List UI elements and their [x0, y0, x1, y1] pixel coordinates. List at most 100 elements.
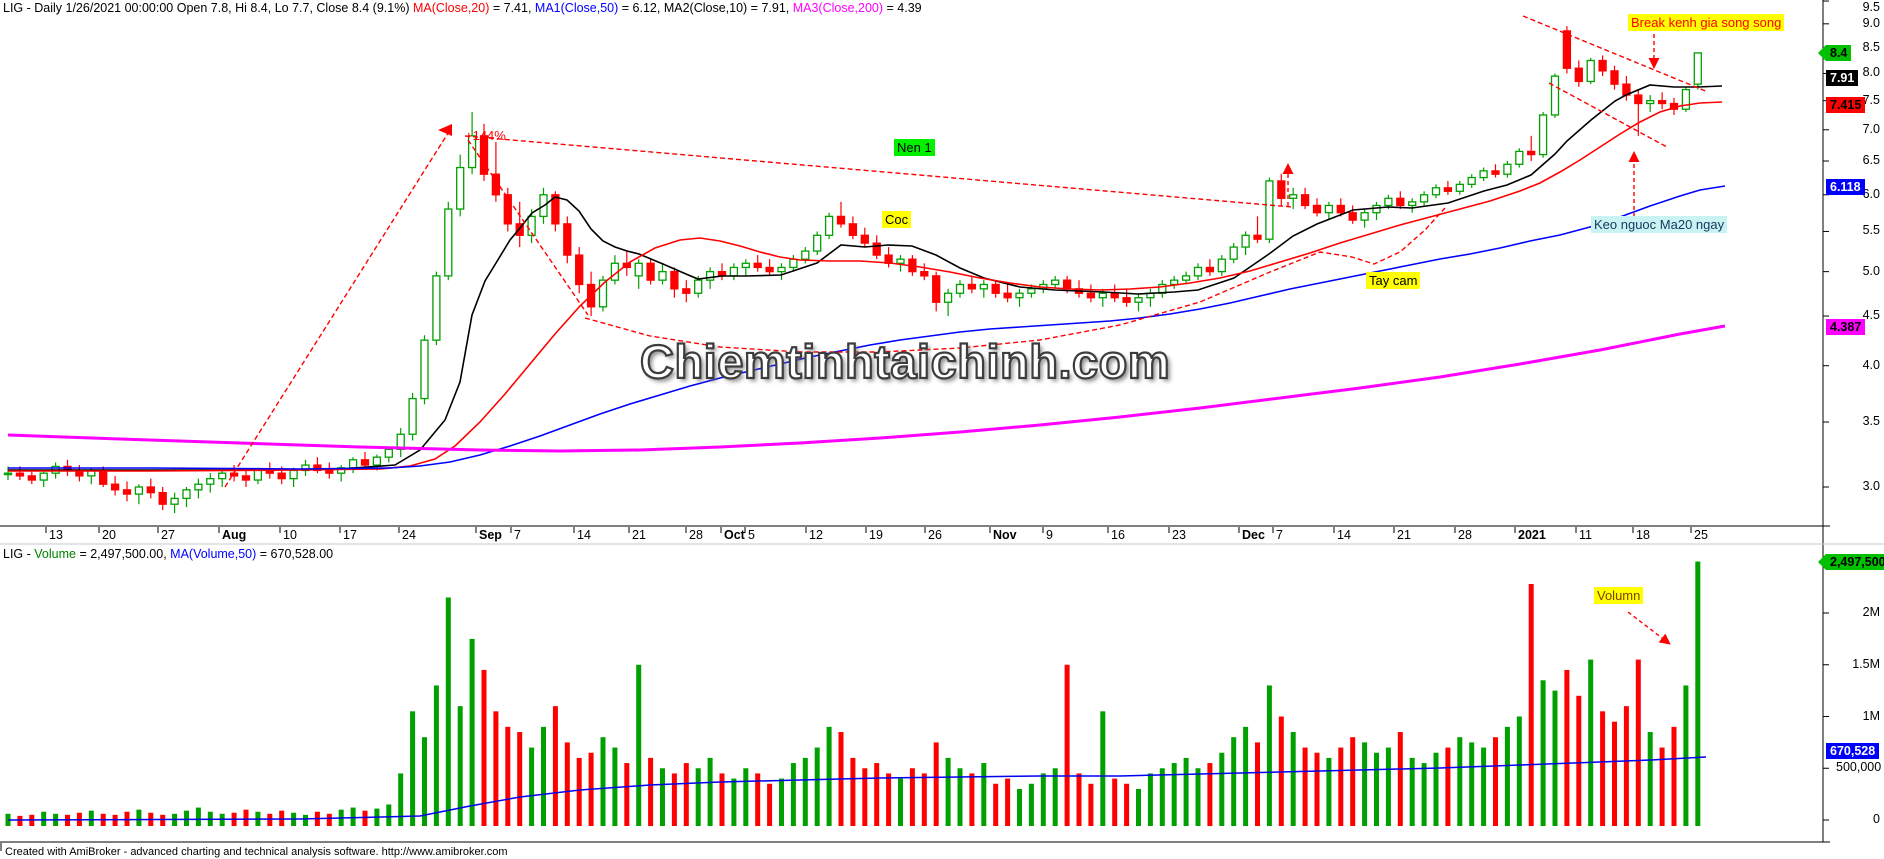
volume-axis-label-0: 0: [1873, 812, 1880, 826]
annotation-label-keonguoc[interactable]: Keo nguoc Ma20 ngay: [1591, 216, 1728, 233]
candle-up: [896, 258, 905, 264]
trendline-2[interactable]: [464, 135, 1293, 208]
cup-and-handle-curve[interactable]: [584, 207, 1446, 353]
volume-bar: [1338, 747, 1344, 826]
volume-bar: [695, 768, 701, 826]
volume-bar: [1219, 752, 1225, 826]
annotation-label-nen1[interactable]: Nen 1: [894, 139, 935, 156]
candle-up: [634, 262, 643, 277]
candle-up: [741, 262, 750, 269]
volume-bar: [505, 726, 511, 826]
price-axis-label-3.0: 3.0: [1862, 479, 1880, 493]
candle-up: [1324, 204, 1334, 214]
volume-bar: [648, 757, 654, 826]
volume-bar: [933, 742, 939, 826]
trendline-4[interactable]: [1548, 82, 1668, 148]
volume-bar: [1243, 726, 1249, 826]
candle-down: [1312, 204, 1322, 214]
annotation-label-coc[interactable]: Coc: [882, 211, 912, 228]
candle-up: [408, 397, 417, 435]
volume-bar: [790, 763, 796, 826]
ma-line-MA1(Close,50): [8, 185, 1726, 470]
candle-up: [1550, 75, 1560, 116]
date-axis-label-19: 19: [869, 528, 883, 542]
date-axis-label-25: 25: [1694, 528, 1708, 542]
candle-down: [682, 288, 691, 294]
ma-line-MA(Close,20): [8, 101, 1723, 472]
date-axis-label-21: 21: [632, 528, 646, 542]
date-axis-label-21: 21: [1397, 528, 1411, 542]
price-axis-label-7.0: 7.0: [1862, 121, 1880, 136]
volume-bar: [898, 778, 903, 826]
volume-bar: [1314, 752, 1320, 826]
candle-up: [1217, 258, 1226, 273]
price-axis-label-9.0: 9.0: [1862, 15, 1880, 30]
volume-bar: [350, 807, 356, 826]
price-title-segment-0: LIG - Daily 1/26/2021 00:00:00 Open 7.8,…: [3, 1, 413, 15]
trendline-1[interactable]: [467, 139, 589, 316]
price-title-segment-6: = 7.91,: [747, 1, 793, 15]
price-axis-label-5.0: 5.0: [1862, 263, 1880, 278]
volume-bar: [1064, 664, 1070, 826]
volume-bar: [445, 597, 451, 826]
volume-bar: [1159, 768, 1165, 826]
candle-up: [372, 456, 382, 466]
volume-bar: [1421, 763, 1427, 826]
price-title-segment-1: MA(Close,20): [412, 1, 490, 15]
price-axis-label-4.5: 4.5: [1862, 308, 1880, 323]
annotation-label-taycam[interactable]: Tay cam: [1366, 272, 1421, 289]
candle-up: [1408, 201, 1417, 207]
candle-down: [1062, 279, 1072, 290]
candle-down: [991, 283, 1000, 294]
date-axis-label-28: 28: [689, 528, 703, 542]
candle-down: [872, 242, 881, 256]
candle-up: [1289, 194, 1298, 199]
candle-down: [277, 472, 286, 480]
date-axis-label-13: 13: [49, 528, 63, 542]
price-title-segment-8: = 4.39: [883, 1, 922, 15]
date-axis-label-17: 17: [343, 528, 357, 542]
volume-bar: [1088, 783, 1094, 826]
candle-down: [765, 266, 774, 273]
volume-bar: [564, 742, 570, 826]
candle-up: [134, 486, 144, 495]
volume-bar: [1647, 732, 1653, 826]
tag-notch-icon: [1818, 44, 1826, 61]
candle-down: [503, 194, 512, 225]
volume-bar: [671, 773, 677, 826]
volume-bar: [1017, 788, 1022, 826]
candle-down: [146, 486, 155, 494]
volume-bar: [957, 768, 963, 826]
date-axis-label-2021: 2021: [1518, 528, 1546, 542]
volume-bar: [243, 809, 249, 826]
candle-down: [1110, 292, 1119, 299]
annotation-label-pct[interactable]: +144%: [465, 128, 506, 143]
candle-up: [170, 497, 179, 505]
candle-up: [1265, 180, 1274, 240]
candle-up: [1693, 52, 1702, 85]
price-tag-6.118: 6.118: [1826, 178, 1865, 195]
candle-down: [1277, 180, 1286, 199]
volume-bar: [1350, 737, 1356, 826]
volume-bar: [398, 773, 404, 826]
date-axis-label-12: 12: [809, 528, 823, 542]
volume-bar: [802, 757, 808, 826]
candle-up: [943, 292, 953, 303]
volume-axis-label-1M: 1M: [1862, 708, 1880, 723]
annotation-arrow-3[interactable]: [1627, 611, 1663, 639]
candle-up: [1134, 297, 1143, 303]
trendline-3[interactable]: [1522, 15, 1709, 93]
volume-bar: [1255, 742, 1260, 826]
annotation-label-break[interactable]: Break kenh gia song song: [1628, 14, 1785, 31]
volume-axis-label-500,000: 500,000: [1836, 760, 1882, 775]
annotation-label-volumn[interactable]: Volumn: [1594, 587, 1644, 604]
candle-up: [384, 448, 393, 458]
volume-bar: [731, 778, 737, 826]
volume-bar: [1469, 742, 1475, 826]
date-axis-label-10: 10: [283, 528, 297, 542]
price-title-segment-3: MA1(Close,50): [534, 1, 619, 15]
trendline-0[interactable]: [224, 129, 451, 488]
volume-bar: [481, 669, 487, 826]
date-axis-label-16: 16: [1111, 528, 1125, 542]
